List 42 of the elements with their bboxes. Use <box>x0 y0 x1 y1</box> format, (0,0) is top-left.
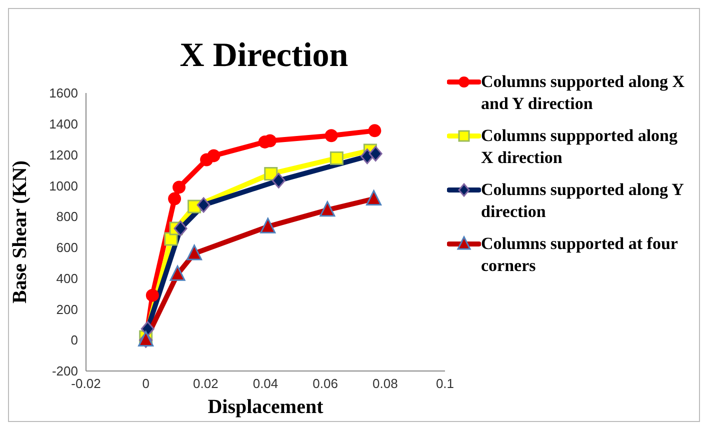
legend-label: Columns supported along Y direction <box>481 179 685 223</box>
point <box>196 197 210 213</box>
x-tick-label: 0.04 <box>252 376 278 392</box>
x-tick-label: 0.02 <box>193 376 218 392</box>
y-tick-label: 400 <box>56 270 78 286</box>
point <box>170 265 186 281</box>
point <box>368 146 382 162</box>
point <box>140 321 154 337</box>
x-tick-label: 0.1 <box>436 376 454 392</box>
y-tick-label: 1600 <box>49 86 78 101</box>
x-axis-title: Displacement <box>208 396 324 418</box>
point <box>186 244 202 260</box>
point <box>260 218 276 234</box>
point <box>168 192 182 206</box>
y-tick-label: 0 <box>70 332 78 348</box>
point <box>324 129 338 142</box>
y-axis-title: Base Shear (KN) <box>9 160 32 304</box>
point <box>174 220 188 236</box>
chart-title: X Direction <box>178 37 350 75</box>
y-tick-label: 1200 <box>49 147 78 162</box>
point <box>330 151 344 165</box>
point <box>146 288 159 302</box>
point <box>264 167 278 181</box>
legend-label: Columns supported along X and Y direction <box>481 71 686 115</box>
point <box>368 124 382 138</box>
point <box>172 180 186 194</box>
y-tick-label: 1000 <box>49 178 78 194</box>
x-tick-label: 0.08 <box>372 376 398 392</box>
x-tick-label: -0.02 <box>71 376 101 392</box>
y-tick-label: 800 <box>56 209 78 224</box>
x-tick-label: 0.06 <box>312 376 338 392</box>
legend-label: Columns supported at four corners <box>481 233 679 277</box>
x-tick-label: 0 <box>142 376 150 392</box>
y-tick-label: 1400 <box>49 116 78 132</box>
y-tick-label: 200 <box>56 302 78 317</box>
point <box>320 201 336 217</box>
point <box>207 149 220 162</box>
point <box>366 190 382 206</box>
y-tick-label: 600 <box>56 240 78 256</box>
point <box>272 172 286 188</box>
legend-label: Columns suppported along X direction <box>481 125 679 169</box>
y-tick-label: -200 <box>52 364 78 379</box>
